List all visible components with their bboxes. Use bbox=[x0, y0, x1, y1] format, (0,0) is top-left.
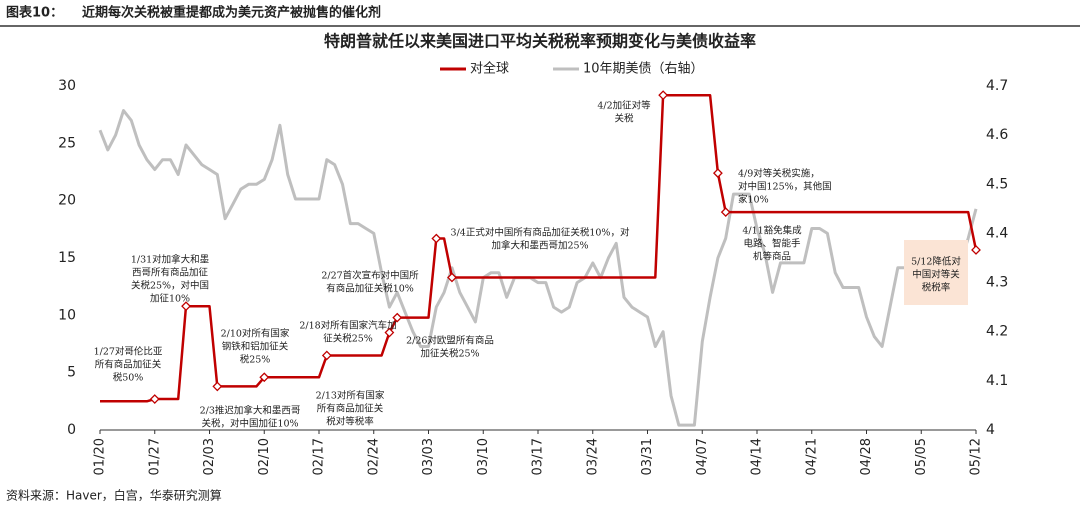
x-tick-label: 04/28 bbox=[859, 438, 874, 475]
annotation: 1/27对哥伦比亚 bbox=[94, 346, 163, 358]
annotation: 关税 bbox=[614, 113, 634, 125]
annotation: 2/3推迟加拿大和墨西哥 bbox=[200, 405, 301, 417]
y-tick-label: 25 bbox=[58, 135, 76, 151]
x-tick-label: 02/10 bbox=[257, 438, 272, 475]
event-marker bbox=[712, 168, 723, 179]
x-tick-label: 02/17 bbox=[312, 438, 327, 475]
legend-label: 10年期美债（右轴） bbox=[583, 62, 704, 77]
annotation: 1/31对加拿大和墨 bbox=[131, 254, 210, 266]
annotation: 4/11豁免集成 bbox=[742, 225, 802, 237]
y-tick-label: 0 bbox=[67, 422, 76, 438]
x-tick-label: 03/24 bbox=[585, 438, 600, 475]
annotation: 征关税25% bbox=[323, 333, 373, 345]
y2-tick-label: 4.4 bbox=[986, 225, 1008, 241]
event-marker bbox=[720, 207, 731, 218]
annotation: 税对等税率 bbox=[326, 416, 374, 428]
x-tick-label: 04/07 bbox=[695, 438, 710, 475]
annotation: 关税25%，对中国 bbox=[131, 280, 209, 292]
series-line bbox=[98, 109, 978, 427]
y-tick-label: 20 bbox=[58, 193, 76, 209]
annotation: 钢铁和铝加征关 bbox=[222, 341, 289, 353]
chart-title: 特朗普就任以来美国进口平均关税税率预期变化与美债收益率 bbox=[324, 32, 756, 51]
figure-title: 近期每次关税被重提都成为美元资产被抛售的催化剂 bbox=[82, 5, 381, 21]
annotation: 加征关税25% bbox=[420, 348, 479, 360]
annotation: 4/2加征对等 bbox=[597, 100, 651, 112]
annotation: 关税，对中国加征10% bbox=[201, 418, 298, 430]
annotation: 2/13对所有国家 bbox=[316, 390, 385, 402]
annotation-box bbox=[904, 240, 968, 305]
annotation: 4/9对等关税实施， bbox=[738, 168, 820, 180]
x-tick-label: 01/20 bbox=[93, 438, 108, 475]
event-marker bbox=[384, 327, 395, 338]
annotation: 税25% bbox=[240, 354, 271, 366]
event-marker bbox=[658, 90, 669, 101]
annotation: 3/4正式对中国所有商品加征关税10%，对 bbox=[451, 227, 630, 239]
x-tick-label: 04/21 bbox=[804, 438, 819, 475]
x-tick-label: 01/27 bbox=[147, 438, 162, 475]
y2-tick-label: 4.5 bbox=[986, 176, 1008, 192]
annotation: 对中国125%，其他国 bbox=[738, 181, 832, 193]
annotation: 5/12降低对 bbox=[911, 256, 961, 268]
figure-label: 图表10： bbox=[6, 5, 63, 21]
annotation: 所有商品加征关 bbox=[95, 359, 162, 371]
y2-tick-label: 4.7 bbox=[986, 78, 1008, 94]
annotation: 2/18对所有国家汽车加 bbox=[299, 320, 396, 332]
annotation: 加征10% bbox=[150, 294, 190, 305]
series-line bbox=[100, 93, 978, 403]
x-tick-label: 02/03 bbox=[202, 438, 217, 475]
y2-tick-label: 4.6 bbox=[986, 127, 1008, 143]
x-tick-label: 03/03 bbox=[421, 438, 436, 475]
x-tick-label: 03/31 bbox=[640, 438, 655, 475]
y-tick-label: 5 bbox=[67, 365, 76, 381]
event-marker bbox=[447, 272, 457, 283]
y2-tick-label: 4.3 bbox=[986, 275, 1008, 291]
annotation: 机等商品 bbox=[753, 251, 791, 263]
y2-tick-label: 4.2 bbox=[986, 324, 1008, 340]
annotation: 有商品加征关税10% bbox=[326, 283, 414, 295]
event-marker bbox=[431, 233, 442, 244]
event-marker bbox=[392, 312, 403, 323]
x-tick-label: 04/14 bbox=[750, 438, 765, 475]
annotation: 电路、智能手 bbox=[743, 238, 801, 250]
event-marker bbox=[259, 372, 270, 383]
x-tick-label: 05/05 bbox=[914, 438, 929, 475]
y-tick-label: 30 bbox=[58, 78, 76, 94]
y-tick-label: 15 bbox=[58, 250, 76, 266]
event-marker bbox=[149, 394, 160, 404]
annotation: 2/26对欧盟所有商品 bbox=[406, 335, 494, 347]
annotation: 税50% bbox=[113, 372, 144, 384]
x-tick-label: 03/17 bbox=[531, 438, 546, 475]
y2-tick-label: 4 bbox=[986, 422, 995, 438]
annotation: 中国对等关 bbox=[912, 269, 960, 281]
annotation: 所有商品加征关 bbox=[317, 403, 384, 415]
annotation: 2/10对所有国家 bbox=[221, 328, 290, 340]
event-marker bbox=[321, 350, 332, 361]
annotation: 家10% bbox=[738, 194, 769, 206]
annotation: 加拿大和墨西哥加25% bbox=[491, 240, 588, 252]
legend-label: 对全球 bbox=[470, 61, 509, 77]
x-tick-label: 02/24 bbox=[366, 438, 381, 475]
x-tick-label: 05/12 bbox=[969, 438, 984, 475]
y2-tick-label: 4.1 bbox=[986, 373, 1008, 389]
annotation: 税税率 bbox=[922, 282, 951, 294]
event-marker bbox=[181, 301, 191, 312]
annotation: 西哥所有商品加征 bbox=[132, 267, 209, 279]
source: 资料来源：Haver，白宫，华泰研究测算 bbox=[6, 488, 222, 503]
event-marker bbox=[971, 245, 981, 255]
x-tick-label: 03/10 bbox=[476, 438, 491, 475]
event-marker bbox=[212, 381, 223, 392]
annotation: 2/27首次宣布对中国所 bbox=[321, 270, 419, 282]
y-tick-label: 10 bbox=[58, 307, 76, 323]
